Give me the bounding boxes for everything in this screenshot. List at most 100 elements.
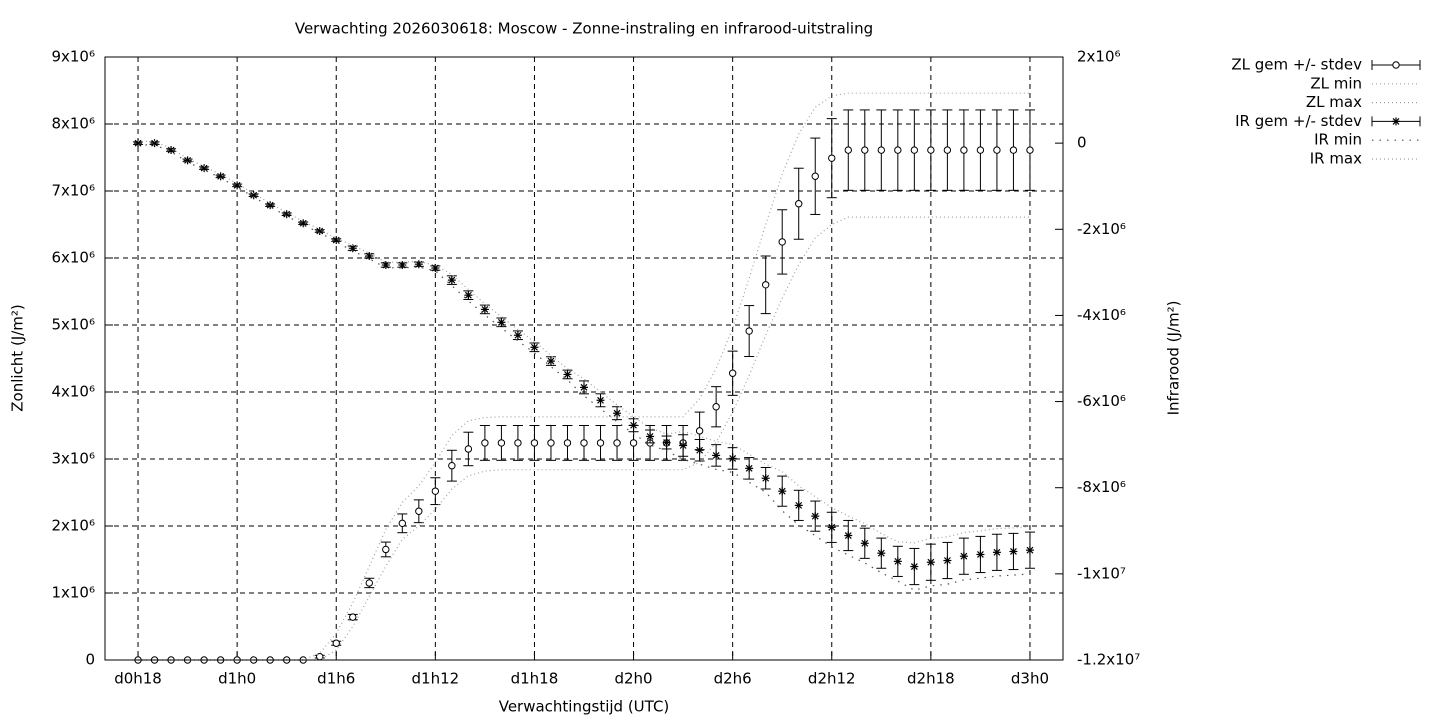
y2-tick-label: -2x10⁶ xyxy=(1077,220,1126,238)
star-stroke xyxy=(481,305,489,313)
point xyxy=(183,156,192,165)
point xyxy=(580,439,588,447)
star-stroke xyxy=(464,291,472,299)
point xyxy=(134,139,143,148)
point xyxy=(778,487,787,496)
point xyxy=(431,487,440,495)
point xyxy=(695,427,704,435)
star-stroke xyxy=(431,264,439,272)
y-tick-label: 4x10⁶ xyxy=(51,383,95,401)
star-stroke xyxy=(828,523,836,531)
x-tick-label: d2h12 xyxy=(808,670,856,688)
star-stroke xyxy=(497,318,505,326)
point xyxy=(497,439,506,447)
star-stroke xyxy=(976,551,984,558)
star-stroke xyxy=(547,357,555,365)
star-stroke xyxy=(762,474,770,482)
star-stroke xyxy=(151,139,158,147)
point xyxy=(596,439,605,447)
y2-tick-label: -4x10⁶ xyxy=(1077,306,1126,324)
point xyxy=(200,164,209,173)
star-stroke xyxy=(250,191,258,199)
star-stroke xyxy=(745,464,753,472)
point xyxy=(398,519,407,528)
star-stroke xyxy=(349,244,357,252)
point xyxy=(448,462,456,470)
y2-tick-label: -6x10⁶ xyxy=(1077,392,1126,410)
point xyxy=(893,557,902,566)
point xyxy=(828,154,836,162)
y-tick-label: 5x10⁶ xyxy=(51,316,95,334)
x-tick-label: d2h6 xyxy=(714,670,752,688)
point xyxy=(1009,146,1018,154)
y-tick-label: 1x10⁶ xyxy=(51,584,95,602)
point xyxy=(431,264,440,273)
point xyxy=(282,210,291,219)
point xyxy=(365,579,373,587)
point xyxy=(382,545,390,554)
star-stroke xyxy=(332,236,340,244)
legend-marker xyxy=(1392,117,1400,125)
x-tick-label: d2h18 xyxy=(907,670,955,688)
point xyxy=(844,531,853,540)
point xyxy=(993,146,1001,154)
star-stroke xyxy=(811,512,819,520)
legend-label: ZL gem +/- stdev xyxy=(1231,56,1362,74)
star-stroke xyxy=(861,539,869,547)
point xyxy=(992,548,1001,557)
point xyxy=(910,562,919,571)
y-axis-label: Zonlicht (J/m²) xyxy=(9,304,27,412)
y-tick-label: 6x10⁶ xyxy=(51,249,95,267)
point xyxy=(546,357,555,366)
point xyxy=(844,146,852,154)
point xyxy=(513,331,522,340)
point xyxy=(1026,146,1034,154)
star-stroke xyxy=(960,552,968,560)
chart-title: Verwachting 2026030618: Moscow - Zonne-i… xyxy=(295,20,873,38)
point xyxy=(1009,547,1018,556)
star-stroke xyxy=(630,421,637,429)
point xyxy=(315,227,324,236)
point xyxy=(447,276,456,285)
star-stroke xyxy=(712,451,720,459)
star-stroke xyxy=(580,383,588,391)
star-stroke xyxy=(597,396,604,404)
point xyxy=(613,409,622,418)
y2-tick-label: -1x10⁷ xyxy=(1077,564,1126,582)
star-stroke xyxy=(283,210,291,218)
point xyxy=(926,558,935,567)
point xyxy=(860,539,869,548)
point xyxy=(959,552,968,561)
y2-tick-label: -8x10⁶ xyxy=(1077,478,1126,496)
point xyxy=(497,318,506,327)
star-stroke xyxy=(167,146,175,154)
x-tick-label: d0h18 xyxy=(114,670,162,688)
point xyxy=(877,146,886,154)
y-tick-label: 8x10⁶ xyxy=(51,115,95,133)
star-stroke xyxy=(448,276,456,284)
star-stroke xyxy=(910,563,918,570)
x-axis-label: Verwachtingstijd (UTC) xyxy=(499,698,670,716)
legend-marker xyxy=(1392,61,1400,69)
x-tick-label: d1h12 xyxy=(412,670,460,688)
point xyxy=(398,261,407,270)
star-stroke xyxy=(266,201,274,209)
y2-axis-label: Infrarood (J/m²) xyxy=(1165,301,1183,416)
point xyxy=(596,396,605,405)
point xyxy=(976,146,985,154)
point xyxy=(464,445,473,453)
star-stroke xyxy=(316,227,324,235)
point xyxy=(266,201,275,210)
plot-frame xyxy=(104,56,1064,661)
point xyxy=(943,146,952,154)
star-stroke xyxy=(382,261,390,269)
star-stroke xyxy=(679,442,687,449)
point xyxy=(580,383,588,392)
point xyxy=(910,146,919,154)
point xyxy=(811,172,819,180)
star-stroke xyxy=(184,156,192,164)
star-stroke xyxy=(696,446,704,454)
point xyxy=(761,281,770,289)
legend-label: IR gem +/- stdev xyxy=(1235,112,1362,130)
point xyxy=(464,291,473,300)
